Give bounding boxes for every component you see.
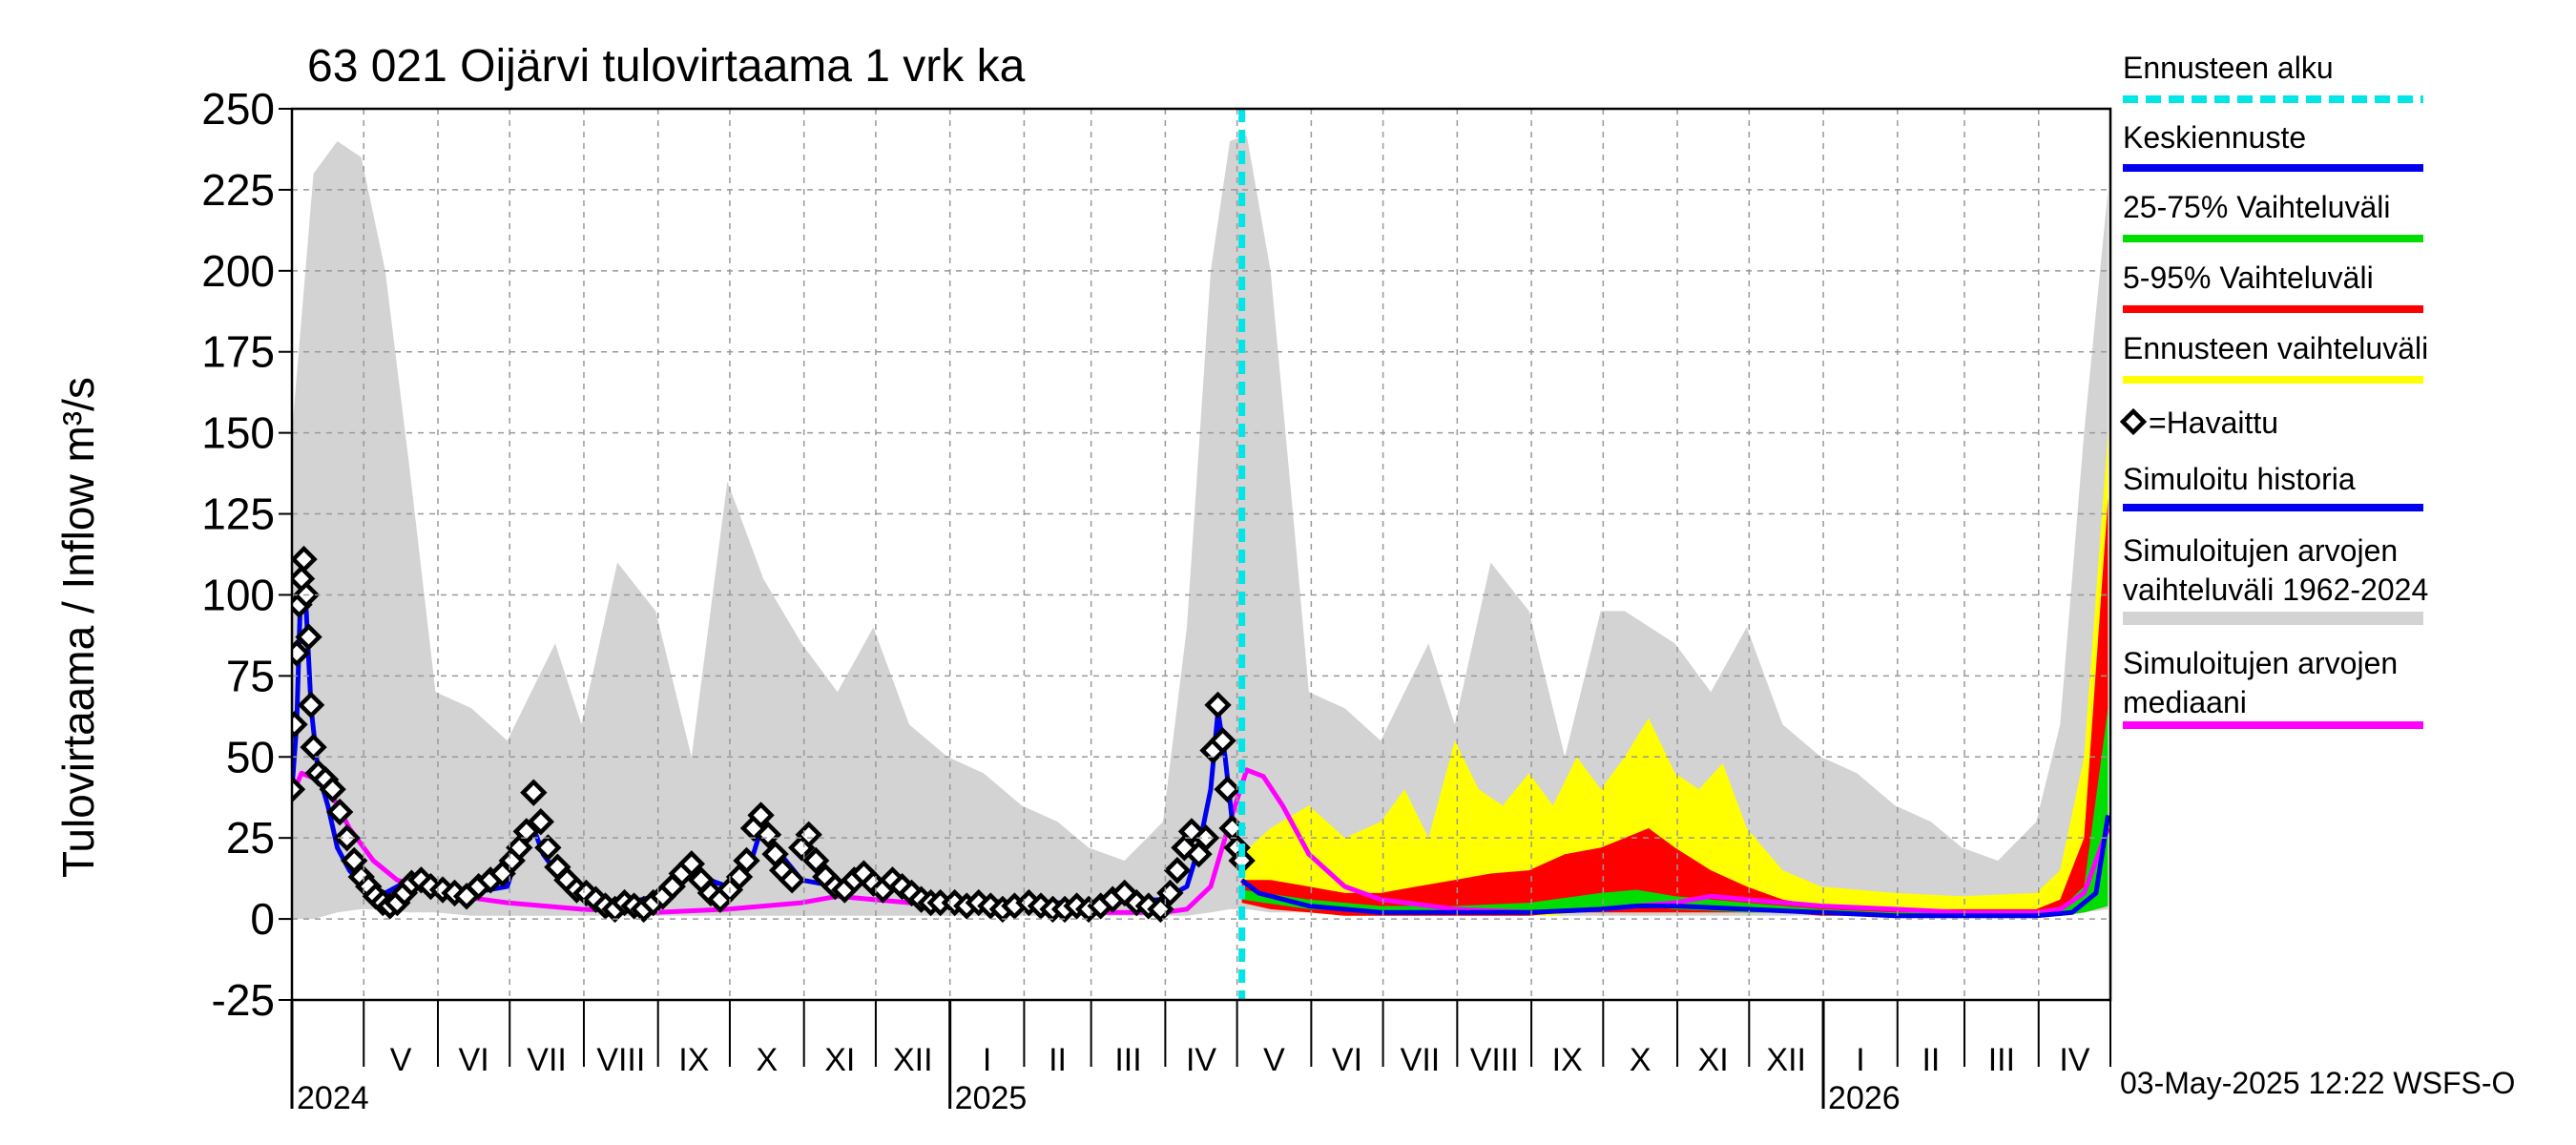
y-tick-label: 125 [201,489,275,539]
legend-label: Simuloitujen arvojen [2123,533,2398,568]
month-label: VII [1401,1042,1441,1078]
observed-marker [802,846,830,875]
line-keskiennuste [1240,815,2110,919]
y-tick-label: 250 [201,84,275,134]
month-label: II [1922,1042,1940,1078]
observed-marker [325,798,354,826]
y-tick-label: -25 [212,975,275,1025]
grid-layer [292,109,2110,1000]
month-label: XII [1766,1042,1806,1078]
observed-marker [527,808,555,836]
observed-marker [292,776,306,803]
month-label: I [1856,1042,1864,1078]
observed-marker [534,834,562,862]
data-layer [292,135,2110,924]
year-label: 2024 [297,1080,369,1116]
observed-marker [1209,727,1236,755]
observed-marker [512,818,540,845]
observed-marker [795,821,822,848]
legend-label: Ennusteen vaihteluväli [2123,331,2428,365]
month-label: IV [2059,1042,2089,1078]
observed-marker [292,711,308,739]
observed-marker [300,733,327,761]
y-tick-label: 100 [201,570,275,619]
month-label: IX [678,1042,709,1078]
plot-frame [290,107,2112,1002]
observed-marker [733,846,760,875]
month-label: III [1114,1042,1141,1078]
y-axis-label: Tulovirtaama / Inflow m³/s [53,377,103,878]
y-tick-label: 25 [226,813,275,863]
y-tick-label: 150 [201,408,275,458]
legend-label: =Havaittu [2149,406,2278,440]
y-tick-label: 50 [226,732,275,781]
legend: Ennusteen alku Keskiennuste 25-75% Vaihtel… [2119,51,2428,729]
month-label: V [390,1042,412,1078]
band-ennusteen-vaihteluv-li [1241,432,2109,916]
legend-label: 5-95% Vaihteluväli [2123,260,2374,295]
month-label: V [1263,1042,1285,1078]
month-label: XI [824,1042,855,1078]
observed-marker [333,823,361,852]
observed-marker [520,779,548,806]
observed-marker [297,691,325,719]
observed-marker [1163,856,1192,885]
month-label: X [756,1042,778,1078]
legend-label: Keskiennuste [2123,120,2306,155]
observed-marker [295,623,322,651]
y-tick-label: 75 [226,651,275,700]
observed-marker [1214,776,1241,803]
month-label: VIII [1470,1042,1519,1078]
legend-label-line2: mediaani [2123,685,2247,719]
month-label: II [1049,1042,1067,1078]
month-label: I [983,1042,991,1078]
year-label: 2025 [955,1080,1028,1116]
legend-label: Ennusteen alku [2123,51,2334,85]
y-tick-label: 0 [250,894,275,944]
observed-marker [677,850,706,878]
legend-label: 25-75% Vaihteluväli [2123,190,2390,224]
observed-marker [754,821,782,848]
observed-marker [292,639,311,667]
month-label: XI [1698,1042,1729,1078]
observed-marker [1192,823,1220,852]
observed-marker [1204,691,1232,719]
observed-marker [747,802,775,829]
band-simuloitujen-arvojen-vaihteluv-li-1962-2024 [292,135,2109,920]
month-label: VIII [596,1042,645,1078]
legend-marker-observed [2119,407,2148,436]
month-label: IV [1186,1042,1216,1078]
legend-label: Simuloitu historia [2123,462,2356,496]
month-label: IX [1552,1042,1583,1078]
legend-label-line2: vaihteluväli 1962-2024 [2123,572,2428,607]
y-tick-label: 175 [201,327,275,377]
legend-label: Simuloitujen arvojen [2123,646,2398,680]
timestamp: 03-May-2025 12:22 WSFS-O [2120,1066,2515,1100]
month-label: III [1988,1042,2015,1078]
month-label: X [1630,1042,1652,1078]
month-label: VI [459,1042,489,1078]
observed-marker [319,776,346,803]
month-label: VI [1332,1042,1362,1078]
month-label: VII [527,1042,567,1078]
observed-marker [292,545,318,573]
month-label: XII [893,1042,933,1078]
y-tick-label: 225 [201,165,275,215]
observed-marker [778,866,806,894]
year-label: 2026 [1828,1080,1901,1116]
y-tick-label: 200 [201,246,275,296]
chart-title: 63 021 Oijärvi tulovirtaama 1 vrk ka [307,41,1026,92]
